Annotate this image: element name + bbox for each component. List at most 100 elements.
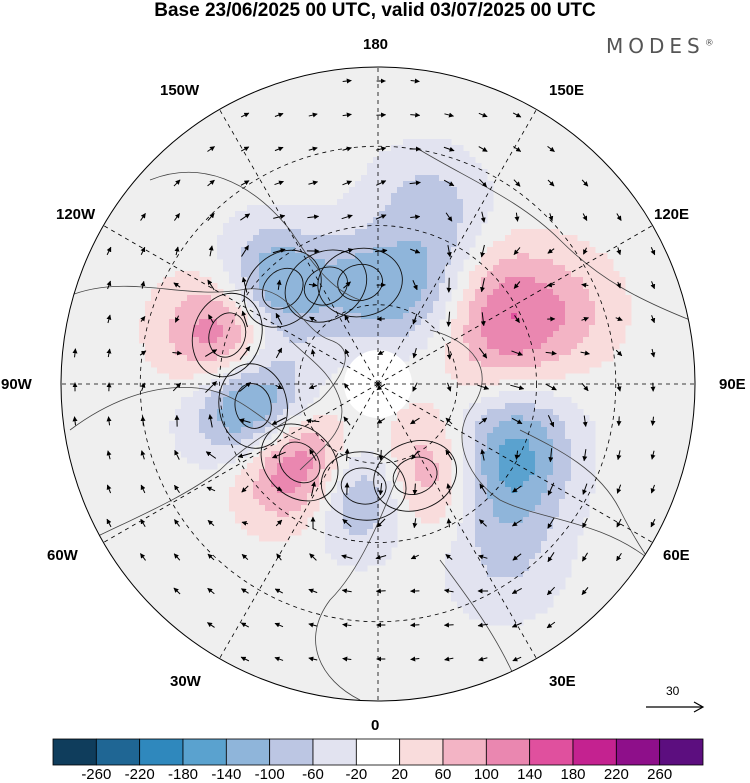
anomaly-cell: [265, 427, 272, 434]
wind-arrow: [412, 280, 418, 291]
anomaly-cell: [325, 475, 332, 482]
anomaly-cell: [163, 349, 170, 356]
anomaly-cell: [469, 229, 476, 236]
anomaly-cell: [523, 421, 530, 428]
wind-arrow: [615, 316, 623, 321]
anomaly-cell: [373, 487, 380, 494]
anomaly-cell: [337, 259, 344, 266]
anomaly-cell: [397, 319, 404, 326]
anomaly-cell: [409, 505, 416, 512]
anomaly-cell: [391, 349, 398, 356]
anomaly-cell: [541, 505, 548, 512]
anomaly-cell: [535, 493, 542, 500]
anomaly-cell: [451, 583, 458, 590]
anomaly-cell: [445, 259, 452, 266]
anomaly-cell: [187, 415, 194, 422]
anomaly-cell: [271, 391, 278, 398]
anomaly-cell: [475, 301, 482, 308]
anomaly-cell: [373, 541, 380, 548]
anomaly-cell: [445, 469, 452, 476]
anomaly-cell: [379, 475, 386, 482]
anomaly-cell: [283, 349, 290, 356]
anomaly-cell: [523, 517, 530, 524]
anomaly-cell: [541, 355, 548, 362]
anomaly-cell: [283, 517, 290, 524]
anomaly-cell: [457, 595, 464, 602]
anomaly-cell: [337, 271, 344, 278]
anomaly-cell: [301, 511, 308, 518]
anomaly-cell: [517, 301, 524, 308]
anomaly-cell: [451, 355, 458, 362]
anomaly-cell: [517, 295, 524, 302]
anomaly-cell: [379, 235, 386, 242]
wind-arrow: [207, 519, 215, 527]
anomaly-cell: [403, 409, 410, 416]
anomaly-cell: [601, 259, 608, 266]
anomaly-cell: [331, 295, 338, 302]
anomaly-cell: [511, 475, 518, 482]
anomaly-cell: [541, 535, 548, 542]
anomaly-cell: [523, 289, 530, 296]
anomaly-cell: [223, 331, 230, 338]
anomaly-cell: [265, 343, 272, 350]
anomaly-cell: [499, 391, 506, 398]
anomaly-cell: [493, 241, 500, 248]
anomaly-cell: [493, 373, 500, 380]
anomaly-cell: [559, 559, 566, 566]
anomaly-cell: [517, 547, 524, 554]
anomaly-cell: [613, 307, 620, 314]
anomaly-cell: [511, 601, 518, 608]
anomaly-cell: [541, 235, 548, 242]
anomaly-cell: [403, 271, 410, 278]
anomaly-cell: [421, 313, 428, 320]
anomaly-cell: [289, 211, 296, 218]
anomaly-cell: [427, 499, 434, 506]
anomaly-cell: [481, 427, 488, 434]
anomaly-cell: [505, 289, 512, 296]
anomaly-cell: [331, 415, 338, 422]
anomaly-cell: [595, 253, 602, 260]
anomaly-cell: [511, 241, 518, 248]
anomaly-cell: [193, 361, 200, 368]
anomaly-cell: [535, 373, 542, 380]
anomaly-cell: [289, 463, 296, 470]
graticule: [61, 67, 695, 701]
anomaly-cell: [379, 253, 386, 260]
anomaly-cell: [499, 499, 506, 506]
anomaly-cell: [529, 487, 536, 494]
wind-arrow: [547, 482, 555, 496]
anomaly-cell: [529, 229, 536, 236]
anomaly-cell: [211, 433, 218, 440]
anomaly-cell: [457, 193, 464, 200]
anomaly-cell: [289, 223, 296, 230]
anomaly-cell: [463, 313, 470, 320]
anomaly-cell: [553, 481, 560, 488]
anomaly-cell: [499, 589, 506, 596]
anomaly-cell: [589, 325, 596, 332]
anomaly-cell: [559, 481, 566, 488]
anomaly-cell: [517, 577, 524, 584]
wind-arrow: [342, 180, 352, 186]
anomaly-cell: [559, 583, 566, 590]
anomaly-cell: [373, 511, 380, 518]
wind-arrow: [139, 350, 147, 356]
anomaly-cell: [511, 481, 518, 488]
anomaly-cell: [403, 199, 410, 206]
anomaly-cell: [457, 325, 464, 332]
anomaly-cell: [463, 523, 470, 530]
anomaly-cell: [241, 223, 248, 230]
anomaly-cell: [487, 349, 494, 356]
anomaly-cell: [163, 283, 170, 290]
anomaly-cell: [493, 427, 500, 434]
anomaly-cell: [259, 391, 266, 398]
anomaly-cell: [535, 259, 542, 266]
anomaly-cell: [319, 439, 326, 446]
anomaly-cell: [469, 547, 476, 554]
anomaly-cell: [403, 247, 410, 254]
anomaly-cell: [463, 577, 470, 584]
anomaly-cell: [301, 481, 308, 488]
anomaly-cell: [493, 529, 500, 536]
anomaly-cell: [493, 277, 500, 284]
anomaly-cell: [223, 337, 230, 344]
anomaly-cell: [475, 589, 482, 596]
